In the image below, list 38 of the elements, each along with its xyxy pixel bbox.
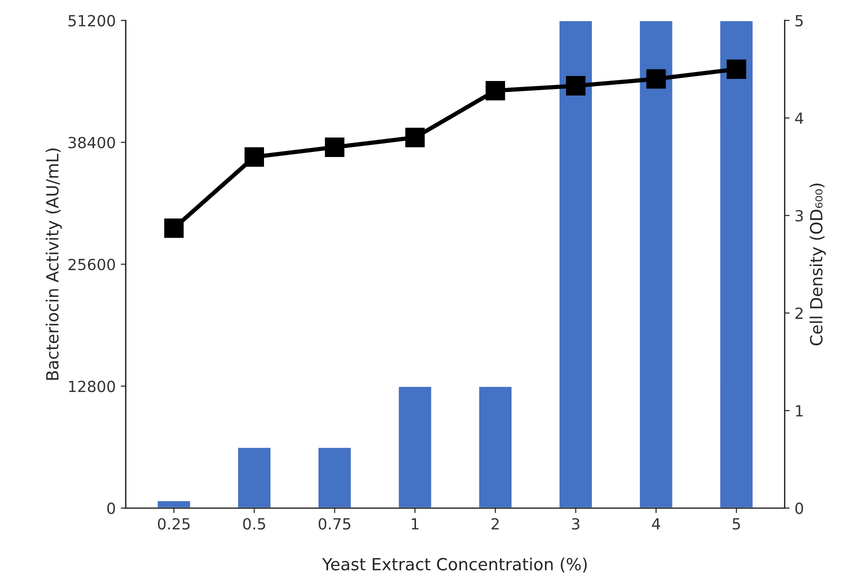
bar [236, 446, 272, 508]
y2-tick-label: 5 [796, 15, 803, 26]
bar [478, 385, 513, 508]
y2-tick-label: 3 [796, 210, 803, 222]
x-tick-label: 0.75 [318, 518, 350, 530]
x-tick-label: 5 [732, 518, 740, 530]
y2-axis-title: Cell Density (OD₆₀₀) [810, 184, 826, 346]
bar [638, 20, 674, 508]
y-axis-title: Bacteriocin Activity (AU/mL) [46, 148, 62, 380]
bar [397, 385, 433, 508]
y2-tick-label: 0 [795, 502, 804, 514]
x-tick-label: 3 [572, 518, 580, 530]
x-axis-title: Yeast Extract Concentration (%) [322, 558, 587, 572]
point [244, 147, 264, 167]
x-tick-label: 0.5 [243, 518, 266, 530]
bar [558, 20, 594, 508]
point [324, 138, 344, 157]
bar [156, 500, 192, 508]
bar [718, 20, 754, 508]
point [486, 80, 506, 100]
point [164, 218, 184, 238]
y-tick-label: 51200 [68, 14, 115, 26]
y-tick-label: 25600 [68, 258, 115, 270]
y2-tick-label: 2 [795, 307, 803, 319]
point [726, 59, 746, 79]
y2-tick-label: 4 [795, 112, 804, 124]
point [646, 69, 666, 89]
y-tick-label: 0 [107, 502, 115, 514]
y-tick-label: 12800 [69, 380, 115, 392]
x-tick-label: 2 [492, 518, 499, 530]
point [405, 128, 425, 148]
bar [317, 446, 352, 508]
x-tick-label: 0.25 [158, 518, 190, 530]
x-tick-label: 1 [412, 518, 418, 530]
point [566, 76, 586, 96]
y2-tick-label: 1 [796, 405, 803, 416]
x-tick-label: 4 [652, 518, 660, 530]
y-tick-label: 38400 [68, 136, 115, 148]
